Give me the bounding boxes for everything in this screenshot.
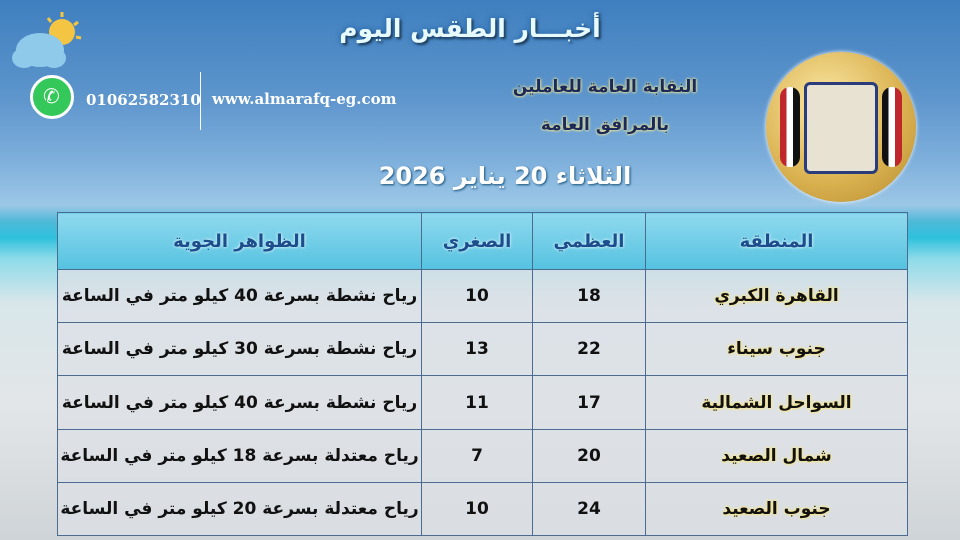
min-temp: 13 (421, 322, 533, 377)
table-row: القاهرة الكبري 18 10 رياح نشطة بسرعة 40 كيل… (57, 269, 908, 324)
phenomena: رياح نشطة بسرعة 40 كيلو متر في الساعة (57, 375, 422, 430)
organization-name: النقابة العامة للعاملين بالمرافق العامة (500, 68, 710, 144)
min-temp: 10 (421, 269, 533, 324)
phenomena: رياح نشطة بسرعة 40 كيلو متر في الساعة (57, 269, 422, 324)
min-temp: 10 (421, 481, 533, 537)
logo-emblem (804, 82, 878, 174)
table-row: جنوب الصعيد 24 10 رياح معتدلة بسرعة 20 كيلو… (57, 481, 908, 537)
max-temp: 24 (532, 481, 646, 537)
header-max: العظمي (532, 211, 646, 271)
weather-table: المنطقة العظمي الصغري الظواهر الجوية الق… (57, 211, 908, 537)
max-temp: 22 (532, 322, 646, 377)
org-line-2: بالمرافق العامة (540, 115, 670, 135)
region: القاهرة الكبري (645, 269, 908, 324)
min-temp: 7 (421, 428, 533, 483)
table-header: المنطقة العظمي الصغري الظواهر الجوية (57, 211, 908, 271)
website-link[interactable]: www.almarafq-eg.com (212, 90, 397, 108)
max-temp: 20 (532, 428, 646, 483)
phenomena: رياح نشطة بسرعة 30 كيلو متر في الساعة (57, 322, 422, 377)
org-line-1: النقابة العامة للعاملين (512, 77, 698, 97)
max-temp: 18 (532, 269, 646, 324)
header-min: الصغري (421, 211, 533, 271)
region: جنوب سيناء (645, 322, 908, 377)
phone-number: 01062582310 (86, 91, 201, 109)
table-row: جنوب سيناء 22 13 رياح نشطة بسرعة 30 كيلو مت… (57, 322, 908, 377)
phenomena: رياح معتدلة بسرعة 18 كيلو متر في الساعة (57, 428, 422, 483)
table-row: السواحل الشمالية 17 11 رياح نشطة بسرعة 40 ك… (57, 375, 908, 430)
region: السواحل الشمالية (645, 375, 908, 430)
flag-left (780, 87, 800, 167)
union-logo (766, 52, 916, 202)
region: جنوب الصعيد (645, 481, 908, 537)
header-phenomena: الظواهر الجوية (57, 211, 422, 271)
min-temp: 11 (421, 375, 533, 430)
max-temp: 17 (532, 375, 646, 430)
whatsapp-icon: ✆ (30, 75, 74, 119)
region: شمال الصعيد (645, 428, 908, 483)
divider (200, 72, 201, 130)
date-heading: الثلاثاء 20 يناير 2026 (378, 162, 632, 190)
page-title: أخبـــار الطقس اليوم (339, 14, 601, 43)
table-row: شمال الصعيد 20 7 رياح معتدلة بسرعة 18 كيلو … (57, 428, 908, 483)
phenomena: رياح معتدلة بسرعة 20 كيلو متر في الساعة (57, 481, 422, 537)
flag-right (882, 87, 902, 167)
partly-cloudy-icon (12, 12, 82, 68)
header-region: المنطقة (645, 211, 908, 271)
